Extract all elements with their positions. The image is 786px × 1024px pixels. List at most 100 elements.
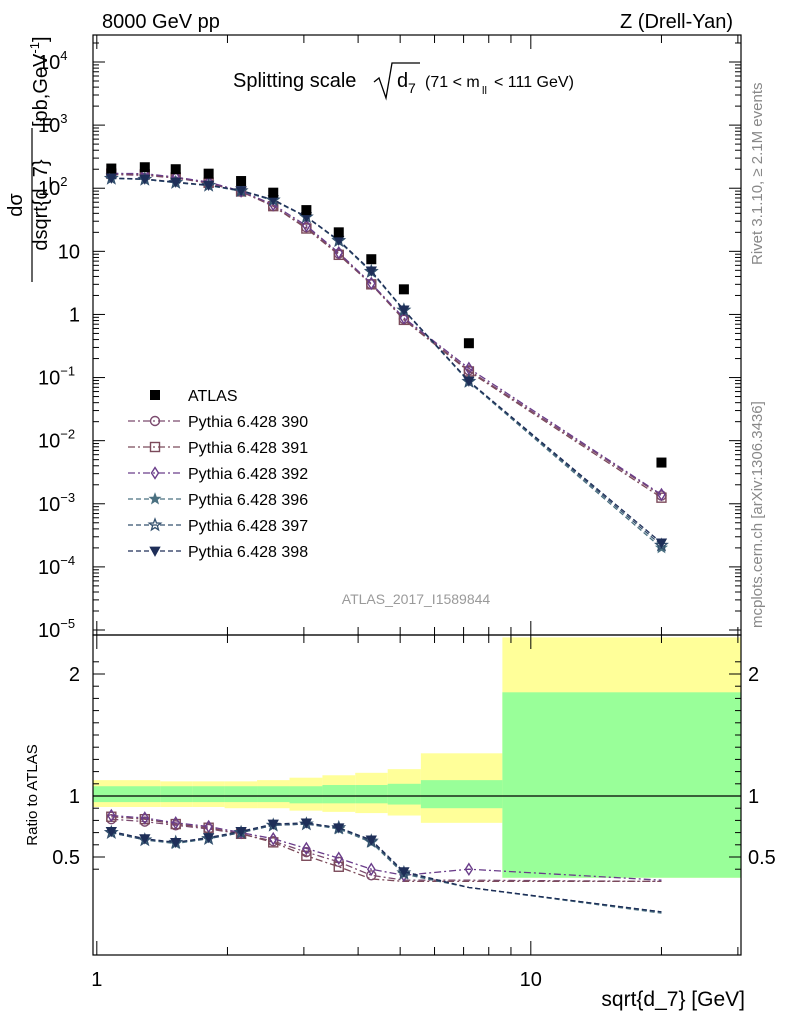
ratio-point [334, 851, 344, 866]
legend-marker [150, 390, 160, 400]
main-plot-area [103, 162, 669, 554]
ratio-point [366, 862, 376, 877]
series-point [655, 538, 668, 549]
series-point [334, 245, 344, 260]
series-line [111, 177, 662, 546]
atlas-data-point [139, 162, 150, 173]
atlas-data-point [106, 163, 117, 174]
y-tick-label: 102 [38, 174, 67, 200]
rivet-version-label: Rivet 3.1.10, ≥ 2.1M events [749, 83, 766, 266]
legend-item: Pythia 6.428 397 [128, 517, 308, 535]
atlas-data-point [236, 176, 247, 187]
ratio-point [301, 850, 312, 861]
legend-item: Pythia 6.428 391 [128, 440, 308, 457]
ratio-point [302, 841, 311, 856]
atlas-data-point [463, 338, 474, 349]
legend-marker [148, 492, 162, 505]
series-line [111, 177, 662, 544]
series-point [301, 223, 312, 234]
ratio-point [300, 818, 313, 829]
uncertainty-band-green [224, 786, 258, 803]
ylabel-numerator: dσ [5, 193, 27, 217]
y-tick-label: 10−3 [38, 490, 75, 516]
header-left: 8000 GeV pp [102, 11, 220, 33]
ratio-point [268, 831, 278, 846]
uncertainty-band-green [420, 780, 503, 809]
series-point [365, 266, 377, 277]
ratio-point [464, 862, 474, 877]
uncertainty-band-green [160, 786, 193, 803]
y-tick-label: 103 [38, 111, 67, 137]
series-point [105, 173, 117, 184]
header-right: Z (Drell-Yan) [620, 11, 733, 33]
ratio-series [105, 818, 662, 913]
ratio-point [170, 837, 182, 849]
series-line [111, 172, 662, 496]
analysis-id-label: ATLAS_2017_I1589844 [342, 591, 491, 607]
ratio-point [366, 870, 377, 881]
title-main: Splitting scale [233, 70, 356, 92]
legend-label: Pythia 6.428 397 [188, 518, 308, 535]
atlas-data-point [203, 168, 214, 179]
atlas-data-point [656, 457, 667, 468]
title-var: d [397, 70, 408, 92]
uncertainty-band-green [93, 786, 129, 803]
legend-item: Pythia 6.428 396 [128, 492, 308, 509]
legend-label: Pythia 6.428 396 [188, 492, 308, 509]
atlas-data-point [366, 254, 377, 265]
y-tick-label: 104 [38, 48, 67, 74]
title-cut: (71 < m [425, 74, 480, 91]
atlas-data-point [333, 227, 344, 238]
x-axis-label: sqrt{d_7} [GeV] [601, 988, 745, 1011]
uncertainty-band-green [257, 786, 290, 803]
ratio-plot-area [93, 637, 741, 914]
legend-item: Pythia 6.428 390 [128, 414, 308, 431]
legend-marker [150, 466, 160, 480]
atlas-data-point [268, 187, 279, 198]
ratio-line [111, 818, 662, 883]
atlas-data-point [398, 284, 409, 295]
ratio-y-tick-label: 0.5 [52, 847, 80, 869]
ratio-point [106, 808, 116, 823]
legend-marker [149, 415, 161, 427]
series-point [139, 174, 151, 185]
x-tick-label: 1 [91, 969, 102, 991]
ratio-panel: 0.5 0.5 1 1 2 2 1 10 Ratio to ATLAS sqrt{d_7} [… [24, 634, 776, 1011]
uncertainty-band-green [128, 786, 161, 803]
legend-label: Pythia 6.428 390 [188, 414, 308, 431]
ratio-y-tick-label-right: 2 [748, 664, 759, 686]
uncertainty-band-green [192, 786, 225, 803]
ratio-line [111, 816, 662, 883]
sqrt-symbol [373, 62, 420, 101]
legend-label: Pythia 6.428 391 [188, 440, 308, 457]
ylabel-unit: [pb,GeV-1] [27, 36, 52, 127]
ratio-axis-ticks [93, 635, 741, 955]
uncertainty-band-green [387, 783, 421, 805]
ratio-tick-labels: 0.5 0.5 1 1 2 2 1 10 [52, 664, 776, 991]
y-tick-label: 10−5 [38, 616, 75, 642]
legend-item: Pythia 6.428 398 [128, 544, 308, 561]
y-tick-label: 10−4 [38, 553, 75, 579]
ylabel-denominator: dsqrt{d_7} [30, 159, 52, 251]
ratio-y-axis-label: Ratio to ATLAS [24, 744, 41, 845]
ratio-point [140, 811, 150, 825]
ratio-point [398, 867, 410, 878]
title-var-sub: 7 [408, 80, 416, 96]
legend-marker [147, 517, 163, 532]
ratio-frame [92, 634, 742, 956]
series-point [657, 487, 666, 502]
series-point [235, 186, 247, 197]
ratio-point [333, 823, 345, 834]
uncertainty-band-green [355, 785, 388, 804]
ratio-point [268, 837, 279, 848]
source-label: mcplots.cern.ch [arXiv:1306.3436] [749, 401, 766, 628]
series-point [366, 276, 376, 291]
uncertainty-band-green [322, 785, 356, 804]
series-point [170, 177, 182, 188]
legend: ATLAS Pythia 6.428 390 Pythia 6.428 391 Pyt… [128, 388, 308, 561]
legend-item-atlas: ATLAS [150, 388, 238, 405]
atlas-data-point [170, 164, 181, 175]
series-line [111, 173, 662, 499]
ratio-point [235, 826, 247, 838]
